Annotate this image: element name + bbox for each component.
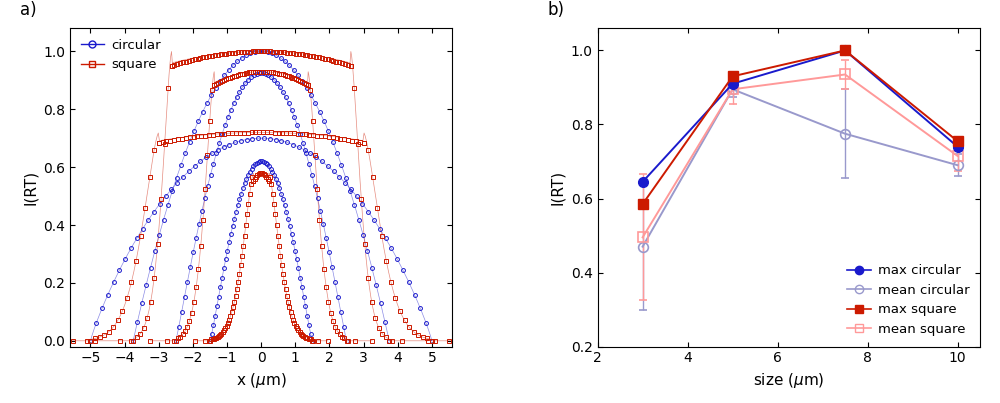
- Y-axis label: I(RT): I(RT): [550, 170, 565, 205]
- Legend: max circular, mean circular, max square, mean square: max circular, mean circular, max square,…: [844, 260, 973, 340]
- X-axis label: size ($\mu$m): size ($\mu$m): [753, 371, 825, 390]
- Y-axis label: I(RT): I(RT): [23, 170, 38, 205]
- Text: b): b): [548, 2, 565, 19]
- Text: a): a): [20, 2, 37, 19]
- X-axis label: x ($\mu$m): x ($\mu$m): [236, 371, 287, 390]
- Legend: circular, square: circular, square: [77, 35, 164, 75]
